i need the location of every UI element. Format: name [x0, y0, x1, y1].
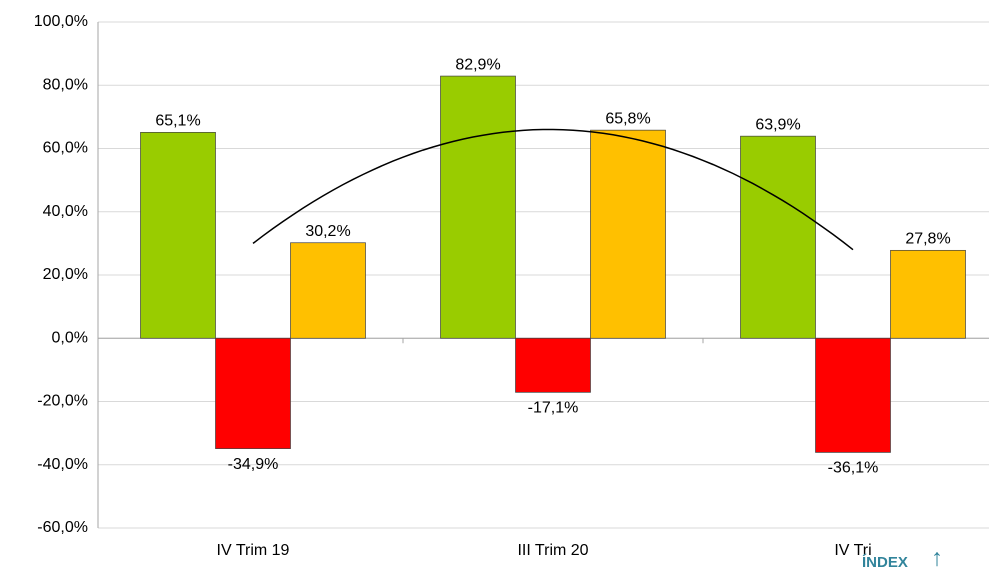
- data-label: 30,2%: [305, 223, 350, 240]
- y-tick-label: 80,0%: [43, 76, 88, 93]
- y-tick-label: 60,0%: [43, 140, 88, 157]
- bar: [515, 337, 591, 393]
- data-label: -34,9%: [228, 456, 279, 473]
- index-link[interactable]: ÍNDEX ↑: [862, 544, 943, 571]
- x-tick-label: III Trim 20: [517, 542, 588, 559]
- bar: [590, 129, 666, 339]
- bar: [815, 337, 891, 453]
- data-label: 65,8%: [605, 110, 650, 127]
- y-tick-label: 20,0%: [43, 266, 88, 283]
- data-label: 82,9%: [455, 56, 500, 73]
- index-link-icon[interactable]: ↑: [931, 544, 943, 571]
- bar: [290, 242, 366, 339]
- x-tick-label: IV Trim 19: [217, 542, 290, 559]
- y-tick-label: -60,0%: [37, 519, 88, 536]
- data-label: 65,1%: [155, 113, 200, 130]
- y-tick-label: -40,0%: [37, 456, 88, 473]
- trendline: [252, 128, 854, 251]
- x-tick-label: IV Tri: [834, 542, 871, 559]
- data-label: 27,8%: [905, 231, 950, 248]
- data-label: 63,9%: [755, 116, 800, 133]
- y-tick-label: 0,0%: [52, 329, 88, 346]
- data-label: -36,1%: [828, 460, 879, 477]
- y-tick-label: 40,0%: [43, 203, 88, 220]
- bar: [140, 132, 216, 339]
- y-tick-label: -20,0%: [37, 393, 88, 410]
- data-label: -17,1%: [528, 400, 579, 417]
- y-tick-label: 100,0%: [34, 13, 88, 30]
- bar: [890, 249, 966, 339]
- bar: [215, 337, 291, 449]
- bar: [440, 75, 516, 339]
- index-link-label[interactable]: ÍNDEX: [862, 554, 908, 571]
- bar: [740, 135, 816, 339]
